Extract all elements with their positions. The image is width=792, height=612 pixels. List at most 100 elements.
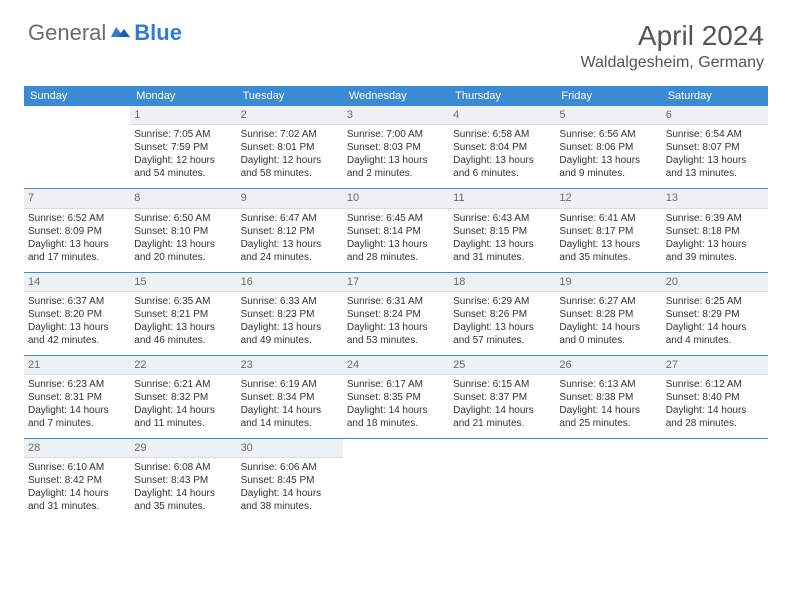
sunset-text: Sunset: 8:01 PM [241, 141, 339, 154]
daylight-text: Daylight: 13 hours [559, 154, 657, 167]
day-cell [24, 106, 130, 188]
day-cell: 5Sunrise: 6:56 AMSunset: 8:06 PMDaylight… [555, 106, 661, 188]
title-block: April 2024 Waldalgesheim, Germany [581, 20, 764, 72]
sunset-text: Sunset: 8:23 PM [241, 308, 339, 321]
day-number: 6 [662, 106, 768, 125]
daylight-text: and 28 minutes. [347, 251, 445, 264]
daylight-text: and 58 minutes. [241, 167, 339, 180]
sunset-text: Sunset: 8:20 PM [28, 308, 126, 321]
day-number: 19 [555, 273, 661, 292]
day-cell: 14Sunrise: 6:37 AMSunset: 8:20 PMDayligh… [24, 273, 130, 355]
day-cell: 8Sunrise: 6:50 AMSunset: 8:10 PMDaylight… [130, 189, 236, 271]
sunset-text: Sunset: 8:14 PM [347, 225, 445, 238]
calendar: SundayMondayTuesdayWednesdayThursdayFrid… [24, 86, 768, 521]
sunrise-text: Sunrise: 6:12 AM [666, 378, 764, 391]
day-number: 2 [237, 106, 343, 125]
day-cell: 4 Sunrise: 6:58 AMSunset: 8:04 PMDaylight… [449, 106, 555, 188]
dayname: Tuesday [237, 86, 343, 106]
sunset-text: Sunset: 8:42 PM [28, 474, 126, 487]
daylight-text: Daylight: 13 hours [241, 238, 339, 251]
daylight-text: and 7 minutes. [28, 417, 126, 430]
daylight-text: and 49 minutes. [241, 334, 339, 347]
daylight-text: Daylight: 13 hours [453, 154, 551, 167]
day-cell: 27Sunrise: 6:12 AMSunset: 8:40 PMDayligh… [662, 356, 768, 438]
day-cell: 28Sunrise: 6:10 AMSunset: 8:42 PMDayligh… [24, 439, 130, 521]
sunset-text: Sunset: 8:18 PM [666, 225, 764, 238]
daylight-text: Daylight: 13 hours [559, 238, 657, 251]
day-cell: 2 Sunrise: 7:02 AMSunset: 8:01 PMDaylight… [237, 106, 343, 188]
daylight-text: and 4 minutes. [666, 334, 764, 347]
daylight-text: and 17 minutes. [28, 251, 126, 264]
daylight-text: and 2 minutes. [347, 167, 445, 180]
day-cell: 29Sunrise: 6:08 AMSunset: 8:43 PMDayligh… [130, 439, 236, 521]
sunrise-text: Sunrise: 7:02 AM [241, 128, 339, 141]
sunset-text: Sunset: 8:28 PM [559, 308, 657, 321]
day-number: 20 [662, 273, 768, 292]
daylight-text: Daylight: 14 hours [28, 487, 126, 500]
day-number: 29 [130, 439, 236, 458]
day-number: 5 [555, 106, 661, 125]
sunset-text: Sunset: 8:24 PM [347, 308, 445, 321]
day-cell [555, 439, 661, 521]
day-number: 13 [662, 189, 768, 208]
day-cell: 17 Sunrise: 6:31 AMSunset: 8:24 PMDayligh… [343, 273, 449, 355]
day-cell: 12Sunrise: 6:41 AMSunset: 8:17 PMDayligh… [555, 189, 661, 271]
dayname: Wednesday [343, 86, 449, 106]
day-cell: 18Sunrise: 6:29 AMSunset: 8:26 PMDayligh… [449, 273, 555, 355]
day-number: 30 [237, 439, 343, 458]
header: General Blue April 2024 Waldalgesheim, G… [0, 0, 792, 80]
logo-text-blue: Blue [134, 20, 182, 46]
sunset-text: Sunset: 8:04 PM [453, 141, 551, 154]
sunset-text: Sunset: 8:32 PM [134, 391, 232, 404]
daylight-text: Daylight: 14 hours [666, 404, 764, 417]
sunset-text: Sunset: 8:17 PM [559, 225, 657, 238]
day-number: 17 [343, 273, 449, 292]
daylight-text: Daylight: 12 hours [241, 154, 339, 167]
sunset-text: Sunset: 8:43 PM [134, 474, 232, 487]
sunrise-text: Sunrise: 6:31 AM [347, 295, 445, 308]
sunrise-text: Sunrise: 6:15 AM [453, 378, 551, 391]
day-number: 4 [449, 106, 555, 125]
week-row: 7Sunrise: 6:52 AMSunset: 8:09 PMDaylight… [24, 188, 768, 271]
daylight-text: and 35 minutes. [134, 500, 232, 513]
sunrise-text: Sunrise: 6:35 AM [134, 295, 232, 308]
daylight-text: Daylight: 13 hours [347, 321, 445, 334]
day-number: 9 [237, 189, 343, 208]
sunset-text: Sunset: 8:09 PM [28, 225, 126, 238]
dayname: Sunday [24, 86, 130, 106]
daylight-text: Daylight: 14 hours [666, 321, 764, 334]
sunrise-text: Sunrise: 6:58 AM [453, 128, 551, 141]
sunset-text: Sunset: 8:10 PM [134, 225, 232, 238]
daylight-text: and 31 minutes. [453, 251, 551, 264]
daylight-text: and 24 minutes. [241, 251, 339, 264]
day-number: 14 [24, 273, 130, 292]
day-number: 1 [130, 106, 236, 125]
sunset-text: Sunset: 8:26 PM [453, 308, 551, 321]
sunrise-text: Sunrise: 6:56 AM [559, 128, 657, 141]
daylight-text: and 21 minutes. [453, 417, 551, 430]
day-cell: 6Sunrise: 6:54 AMSunset: 8:07 PMDaylight… [662, 106, 768, 188]
daylight-text: and 11 minutes. [134, 417, 232, 430]
dayname-row: SundayMondayTuesdayWednesdayThursdayFrid… [24, 86, 768, 106]
day-number: 21 [24, 356, 130, 375]
dayname: Monday [130, 86, 236, 106]
daylight-text: and 13 minutes. [666, 167, 764, 180]
dayname: Friday [555, 86, 661, 106]
daylight-text: and 38 minutes. [241, 500, 339, 513]
day-number: 10 [343, 189, 449, 208]
sunset-text: Sunset: 8:07 PM [666, 141, 764, 154]
sunrise-text: Sunrise: 6:37 AM [28, 295, 126, 308]
daylight-text: Daylight: 14 hours [241, 487, 339, 500]
sunset-text: Sunset: 8:45 PM [241, 474, 339, 487]
day-number: 26 [555, 356, 661, 375]
sunrise-text: Sunrise: 6:33 AM [241, 295, 339, 308]
sunrise-text: Sunrise: 6:27 AM [559, 295, 657, 308]
sunrise-text: Sunrise: 6:39 AM [666, 212, 764, 225]
sunrise-text: Sunrise: 6:13 AM [559, 378, 657, 391]
location-label: Waldalgesheim, Germany [581, 54, 764, 72]
day-cell: 11Sunrise: 6:43 AMSunset: 8:15 PMDayligh… [449, 189, 555, 271]
sunset-text: Sunset: 8:34 PM [241, 391, 339, 404]
day-number: 11 [449, 189, 555, 208]
daylight-text: Daylight: 12 hours [134, 154, 232, 167]
day-number: 28 [24, 439, 130, 458]
